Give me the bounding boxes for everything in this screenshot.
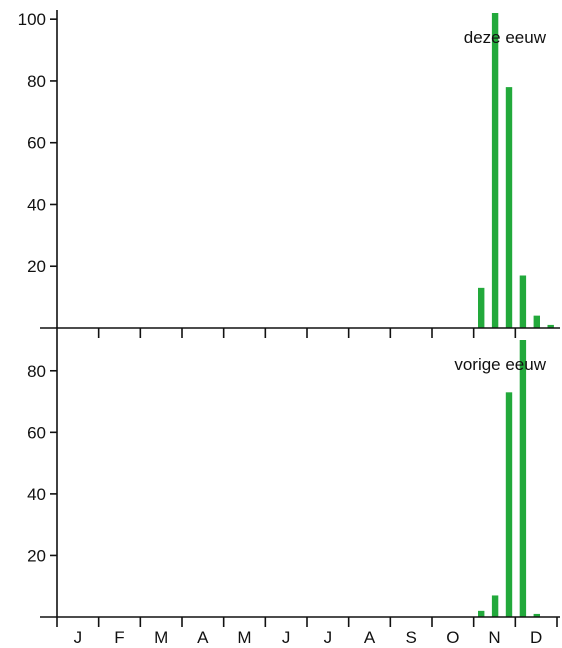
y-tick-label: 100 [18, 10, 46, 29]
y-tick-label: 20 [27, 257, 46, 276]
y-tick-label: 20 [27, 546, 46, 565]
bar [478, 610, 485, 617]
month-label: A [364, 628, 376, 647]
bar [491, 595, 499, 617]
y-tick-label: 80 [27, 72, 46, 91]
y-tick-label: 60 [27, 423, 46, 442]
month-label: J [74, 628, 83, 647]
panel-label: vorige eeuw [454, 355, 546, 374]
bar [519, 275, 527, 328]
month-label: A [197, 628, 209, 647]
bar [505, 392, 513, 617]
bar [505, 87, 513, 328]
month-label: D [530, 628, 542, 647]
bar [491, 13, 499, 328]
y-tick-label: 40 [27, 485, 46, 504]
bar [478, 287, 485, 328]
bar [519, 340, 527, 617]
y-tick-label: 80 [27, 362, 46, 381]
month-label: M [237, 628, 251, 647]
y-tick-label: 60 [27, 134, 46, 153]
y-tick-label: 40 [27, 195, 46, 214]
month-label: F [114, 628, 124, 647]
month-label: N [488, 628, 500, 647]
bar [533, 613, 540, 617]
month-label: O [446, 628, 459, 647]
panel-label: deze eeuw [464, 28, 547, 47]
month-label: S [405, 628, 416, 647]
month-label: J [324, 628, 333, 647]
month-label: J [282, 628, 291, 647]
month-label: M [154, 628, 168, 647]
bar [547, 324, 554, 328]
bar [533, 315, 540, 328]
